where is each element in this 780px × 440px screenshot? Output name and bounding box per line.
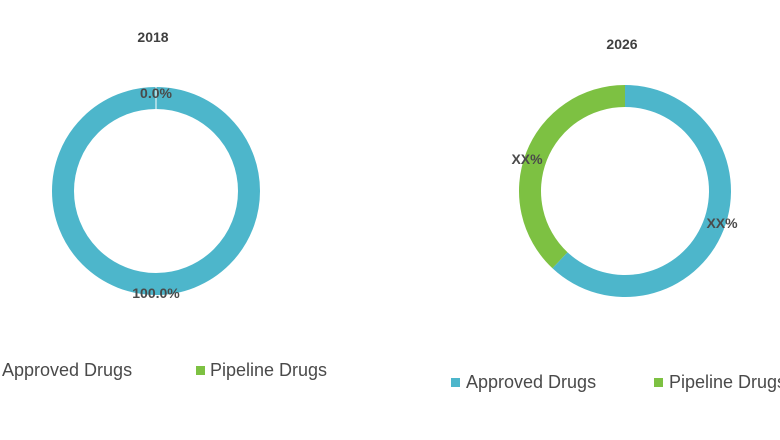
legend-swatch-approved <box>451 378 460 387</box>
legend-swatch-pipeline <box>654 378 663 387</box>
slice-label-pipeline: XX% <box>511 151 543 167</box>
chart-title: 2026 <box>606 36 637 52</box>
legend-swatch-pipeline <box>196 366 205 375</box>
slice-approved-drugs <box>552 85 731 297</box>
donut-chart-2018: 2018 0.0% 100.0% Approved Drugs Pipeline… <box>2 29 327 380</box>
chart-title: 2018 <box>137 29 168 45</box>
slice-approved-drugs <box>52 87 260 295</box>
donut-slices <box>52 87 260 295</box>
legend-label-pipeline: Pipeline Drugs <box>210 360 327 380</box>
legend: Approved Drugs Pipeline Drugs <box>2 360 327 380</box>
legend-label-pipeline: Pipeline Drugs <box>669 372 780 392</box>
slice-label-approved: XX% <box>706 215 738 231</box>
donut-chart-2026: 2026 XX% XX% Approved Drugs Pipeline Dru… <box>451 36 780 392</box>
donut-slices <box>518 85 731 297</box>
slice-label-pipeline: 0.0% <box>140 85 172 101</box>
slice-pipeline-drugs <box>518 85 625 269</box>
slice-label-approved: 100.0% <box>132 285 180 301</box>
legend-label-approved: Approved Drugs <box>466 372 596 392</box>
legend-label-approved: Approved Drugs <box>2 360 132 380</box>
legend: Approved Drugs Pipeline Drugs <box>451 372 780 392</box>
